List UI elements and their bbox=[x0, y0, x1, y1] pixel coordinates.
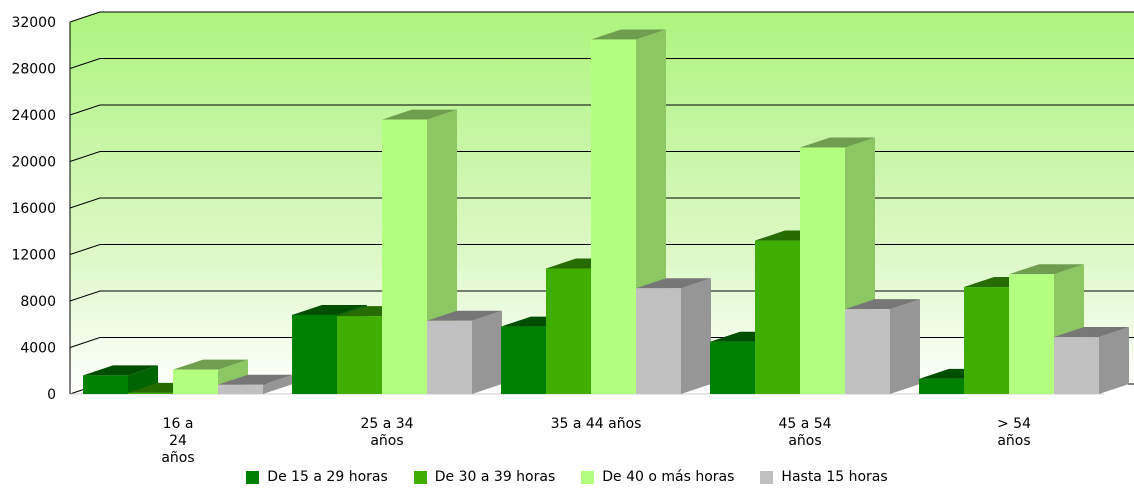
x-tick-label-line: 24 bbox=[169, 433, 187, 449]
y-tick-label: 24000 bbox=[11, 108, 56, 124]
bar bbox=[1009, 264, 1084, 394]
gridline bbox=[69, 197, 1134, 209]
bar-top bbox=[173, 359, 248, 370]
legend: De 15 a 29 horas De 30 a 39 horas De 40 o … bbox=[0, 465, 1134, 489]
legend-label: De 30 a 39 horas bbox=[434, 469, 556, 485]
x-tick-label-line: años bbox=[997, 433, 1030, 449]
legend-label: De 15 a 29 horas bbox=[267, 469, 388, 485]
bar-top bbox=[427, 310, 502, 321]
bar-side bbox=[1099, 327, 1129, 394]
bar-front bbox=[800, 147, 845, 394]
bar-top bbox=[1009, 264, 1084, 275]
x-tick-label: 16 a 24 años bbox=[161, 416, 194, 465]
x-tick-label: > 54 años bbox=[997, 416, 1031, 449]
gridline bbox=[69, 151, 1134, 162]
y-tick-label: 20000 bbox=[11, 155, 56, 171]
bar-top bbox=[591, 29, 666, 40]
legend-swatch bbox=[413, 470, 427, 484]
bar-top bbox=[845, 299, 920, 310]
legend-label: Hasta 15 horas bbox=[781, 469, 888, 485]
bar-front bbox=[218, 384, 263, 394]
bar bbox=[845, 299, 920, 394]
bar-top bbox=[83, 365, 158, 376]
x-tick-label: 45 a 54 años bbox=[778, 416, 831, 449]
bar-top bbox=[636, 278, 711, 289]
bar-top bbox=[292, 304, 367, 315]
bar-top bbox=[800, 137, 875, 148]
bar-front bbox=[501, 326, 546, 394]
chart: 0 4000 8000 12000 16000 20000 24000 28000 32000 1… bbox=[11, 11, 1134, 465]
bar-front bbox=[755, 240, 800, 394]
y-tick-label: 32000 bbox=[11, 15, 56, 31]
legend-item: De 15 a 29 horas bbox=[246, 469, 388, 485]
bar bbox=[427, 310, 502, 394]
bar-front bbox=[710, 341, 755, 394]
bar-front bbox=[292, 314, 337, 394]
x-tick-label-line: 45 a 54 bbox=[778, 416, 831, 432]
bar-front bbox=[964, 287, 1009, 394]
x-tick-label-line: 35 a 44 años bbox=[551, 416, 642, 432]
x-tick-label-line: años bbox=[788, 433, 821, 449]
x-tick-label-line: > 54 bbox=[997, 416, 1031, 432]
y-tick-label: 4000 bbox=[20, 341, 56, 357]
bar-front bbox=[1009, 274, 1054, 394]
x-tick-label-line: 25 a 34 bbox=[360, 416, 413, 432]
y-tick-label: 16000 bbox=[11, 201, 56, 217]
bar-front bbox=[173, 369, 218, 394]
y-tick-label: 0 bbox=[47, 387, 56, 403]
bar-front bbox=[128, 392, 173, 394]
bar bbox=[636, 278, 711, 394]
bar-side bbox=[128, 365, 158, 394]
x-tick-label-line: 16 a bbox=[163, 416, 194, 432]
bar bbox=[800, 137, 875, 395]
gridline bbox=[69, 104, 1134, 116]
legend-swatch bbox=[760, 470, 774, 484]
bar-top bbox=[382, 109, 457, 120]
legend-label: De 40 o más horas bbox=[602, 469, 735, 485]
bar-front bbox=[546, 268, 591, 394]
bar-front bbox=[1054, 337, 1099, 394]
bar-front bbox=[591, 39, 636, 394]
bar-front bbox=[382, 119, 427, 395]
gridline bbox=[69, 11, 1134, 23]
legend-item: Hasta 15 horas bbox=[760, 469, 888, 485]
bar-side bbox=[263, 374, 293, 394]
bar-front bbox=[919, 378, 964, 394]
x-tick-label-line: años bbox=[370, 433, 403, 449]
bar-side bbox=[681, 278, 711, 394]
legend-swatch bbox=[246, 470, 260, 484]
y-tick-label: 8000 bbox=[20, 294, 56, 310]
bar-front bbox=[845, 309, 890, 394]
bar-front bbox=[636, 288, 681, 394]
x-tick-label: 25 a 34 años bbox=[360, 416, 413, 449]
y-tick-label: 28000 bbox=[11, 62, 56, 78]
bar-front bbox=[427, 320, 472, 394]
legend-swatch bbox=[581, 470, 595, 484]
bar-front bbox=[337, 316, 382, 394]
x-tick-label: 35 a 44 años bbox=[551, 416, 642, 432]
bar bbox=[83, 365, 158, 394]
bar-top bbox=[218, 374, 293, 385]
bar-side bbox=[472, 310, 502, 394]
bar bbox=[218, 374, 293, 394]
bar bbox=[1054, 327, 1129, 394]
legend-item: De 30 a 39 horas bbox=[413, 469, 556, 485]
legend-item: De 40 o más horas bbox=[581, 469, 734, 485]
bar-side bbox=[890, 299, 920, 394]
bar-top bbox=[1054, 327, 1129, 338]
gridline bbox=[69, 58, 1134, 69]
bar-front bbox=[83, 375, 128, 394]
y-tick-label: 12000 bbox=[11, 248, 56, 264]
x-tick-label-line: años bbox=[161, 450, 194, 465]
